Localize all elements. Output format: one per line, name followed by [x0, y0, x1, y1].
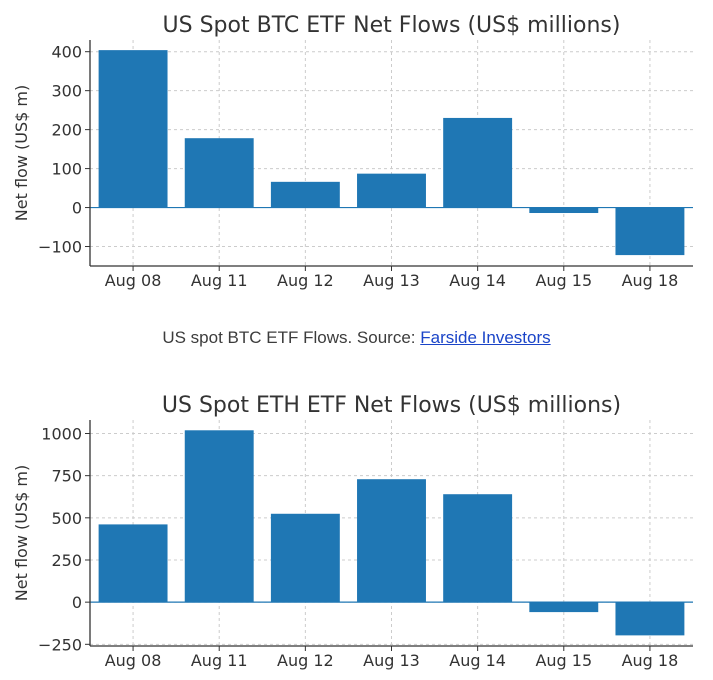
x-tick-label: Aug 13: [363, 271, 420, 290]
bar-aug-08: [98, 50, 168, 208]
x-tick-label: Aug 11: [191, 271, 248, 290]
y-tick-label: 0: [72, 199, 82, 218]
y-axis-label: Net flow (US$ m): [12, 465, 31, 601]
bar-aug-14: [443, 494, 513, 603]
y-tick-label: −100: [38, 238, 82, 257]
x-tick-label: Aug 14: [449, 271, 506, 290]
x-tick-label: Aug 18: [622, 271, 679, 290]
y-tick-label: 200: [51, 121, 82, 140]
y-tick-label: 250: [51, 551, 82, 570]
bar-aug-11: [184, 138, 254, 208]
chart-title: US Spot BTC ETF Net Flows (US$ millions): [163, 13, 621, 38]
y-tick-label: 300: [51, 82, 82, 101]
bar-aug-08: [98, 524, 168, 603]
x-tick-label: Aug 14: [449, 651, 506, 670]
chart-title: US Spot ETH ETF Net Flows (US$ millions): [162, 393, 621, 418]
y-tick-label: 1000: [41, 424, 82, 443]
bar-aug-11: [184, 430, 254, 603]
bar-aug-13: [357, 479, 426, 603]
x-tick-label: Aug 08: [105, 651, 162, 670]
x-tick-label: Aug 15: [535, 271, 592, 290]
bar-aug-15: [529, 207, 599, 214]
bar-aug-13: [357, 173, 426, 208]
x-tick-label: Aug 18: [622, 651, 679, 670]
bar-aug-15: [529, 602, 599, 613]
x-tick-label: Aug 15: [535, 651, 592, 670]
y-axis-label: Net flow (US$ m): [12, 85, 31, 221]
x-tick-label: Aug 12: [277, 271, 334, 290]
y-tick-label: 100: [51, 160, 82, 179]
bar-aug-18: [615, 207, 685, 256]
x-tick-label: Aug 08: [105, 271, 162, 290]
farside-investors-link[interactable]: Farside Investors: [420, 328, 551, 347]
bar-aug-12: [270, 181, 340, 208]
btc-flows-chart: US Spot BTC ETF Net Flows (US$ millions)…: [12, 13, 693, 290]
y-tick-label: −250: [38, 635, 82, 654]
eth-flows-chart: US Spot ETH ETF Net Flows (US$ millions)…: [12, 393, 693, 670]
bar-aug-14: [443, 117, 513, 208]
y-tick-label: 500: [51, 509, 82, 528]
bar-aug-18: [615, 602, 685, 636]
y-tick-label: 750: [51, 467, 82, 486]
x-tick-label: Aug 11: [191, 651, 248, 670]
y-tick-label: 0: [72, 593, 82, 612]
y-tick-label: 400: [51, 43, 82, 62]
figure-caption: US spot BTC ETF Flows. Source: Farside I…: [0, 328, 713, 348]
caption-text: US spot BTC ETF Flows. Source:: [162, 328, 421, 347]
x-tick-label: Aug 13: [363, 651, 420, 670]
bar-aug-12: [270, 513, 340, 603]
x-tick-label: Aug 12: [277, 651, 334, 670]
